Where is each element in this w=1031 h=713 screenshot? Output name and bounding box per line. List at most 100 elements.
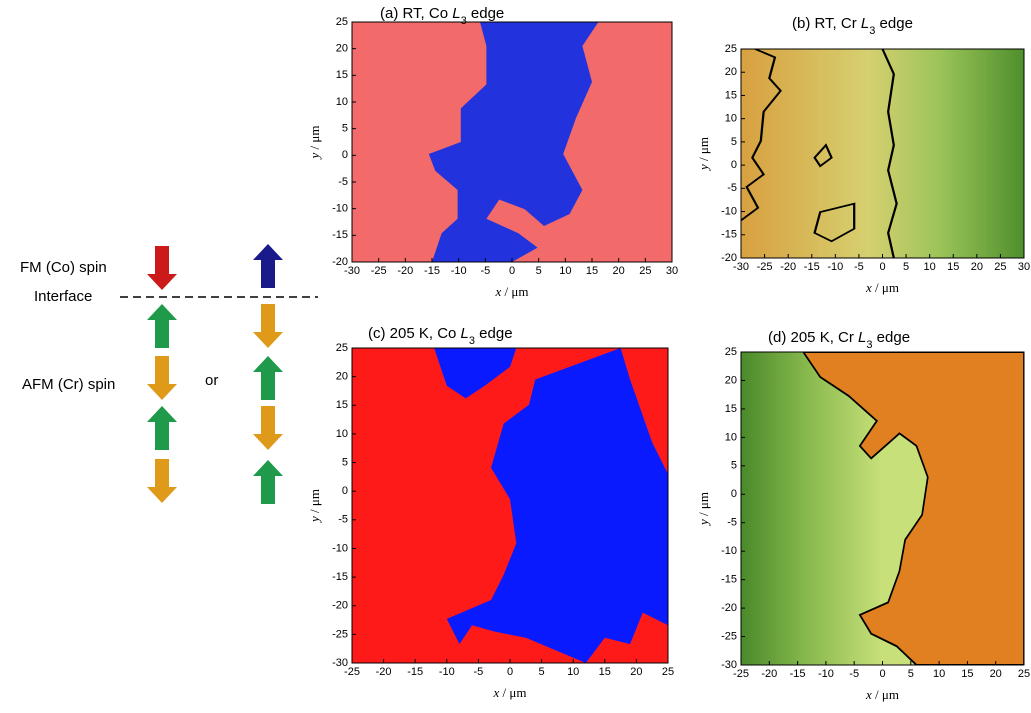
- x-axis-label: x / μm: [495, 284, 529, 299]
- map-image: [741, 49, 1024, 258]
- y-tick-label: -10: [332, 542, 348, 554]
- label-part: / μm: [872, 280, 899, 295]
- title-part: (c) 205 K, Co: [368, 325, 461, 342]
- title-part: L: [461, 325, 469, 342]
- x-tick-label: 0: [879, 668, 885, 680]
- y-tick-label: 10: [336, 96, 348, 108]
- y-tick-label: 20: [725, 374, 737, 386]
- y-tick-label: 20: [725, 66, 737, 78]
- label-part: y: [696, 519, 711, 527]
- y-tick-label: 0: [342, 485, 348, 497]
- spin-diagram: FM (Co) spin Interface AFM (Cr) spin or: [20, 244, 318, 504]
- x-tick-label: -25: [733, 668, 749, 680]
- label-part: / μm: [696, 492, 711, 519]
- map-image: [352, 22, 672, 262]
- y-tick-label: -30: [332, 657, 348, 669]
- x-tick-label: -5: [849, 668, 859, 680]
- x-tick-label: -10: [827, 261, 843, 273]
- y-tick-label: 5: [731, 460, 737, 472]
- x-tick-label: 30: [666, 265, 678, 277]
- title-part: edge: [875, 15, 913, 32]
- title-part: (d) 205 K, Cr: [768, 329, 858, 346]
- y-axis-label: y / μm: [307, 126, 322, 161]
- y-tick-label: -25: [332, 628, 348, 640]
- y-tick-label: -15: [332, 571, 348, 583]
- title-part: 3: [469, 335, 475, 347]
- arrow-down: [147, 356, 177, 400]
- y-tick-label: 20: [336, 43, 348, 55]
- label-part: / μm: [872, 687, 899, 702]
- arrow-up: [253, 460, 283, 504]
- title-part: L: [858, 329, 866, 346]
- y-tick-label: 10: [725, 431, 737, 443]
- arrow-down: [253, 406, 283, 450]
- x-tick-label: -15: [407, 666, 423, 678]
- x-tick-label: 20: [613, 265, 625, 277]
- y-tick-label: 25: [336, 16, 348, 28]
- x-tick-label: 15: [599, 666, 611, 678]
- y-tick-label: 25: [725, 43, 737, 55]
- title-part: edge: [467, 5, 505, 22]
- label-part: x: [493, 685, 500, 700]
- y-tick-label: 0: [731, 159, 737, 171]
- x-tick-label: -5: [474, 666, 484, 678]
- y-tick-label: 10: [336, 428, 348, 440]
- label-part: y: [307, 516, 322, 524]
- label-part: x: [495, 284, 502, 299]
- y-tick-label: -20: [721, 252, 737, 264]
- x-tick-label: -10: [818, 668, 834, 680]
- y-tick-label: -15: [721, 574, 737, 586]
- x-tick-label: 10: [559, 265, 571, 277]
- y-axis-label: y / μm: [696, 492, 711, 527]
- arrow-down: [253, 304, 283, 348]
- label-part: / μm: [501, 284, 528, 299]
- x-axis-label: x / μm: [865, 687, 899, 702]
- y-tick-label: -15: [721, 229, 737, 241]
- y-tick-label: 10: [725, 113, 737, 125]
- title-part: (a) RT, Co: [380, 5, 452, 22]
- y-tick-label: -15: [332, 229, 348, 241]
- label-part: x: [865, 687, 872, 702]
- panel-title: (a) RT, Co L3 edge: [380, 5, 504, 27]
- y-tick-label: 15: [336, 69, 348, 81]
- y-tick-label: -10: [721, 205, 737, 217]
- x-tick-label: 10: [924, 261, 936, 273]
- arrow-down: [147, 459, 177, 503]
- y-tick-label: 5: [342, 456, 348, 468]
- x-tick-label: -20: [761, 668, 777, 680]
- x-tick-label: 15: [586, 265, 598, 277]
- title-part: 3: [461, 15, 467, 27]
- fm-label: FM (Co) spin: [20, 259, 107, 276]
- y-tick-label: -5: [338, 514, 348, 526]
- x-tick-label: 20: [990, 668, 1002, 680]
- panel-title: (c) 205 K, Co L3 edge: [368, 325, 513, 347]
- y-tick-label: -5: [727, 182, 737, 194]
- y-tick-label: -5: [338, 176, 348, 188]
- label-part: x: [865, 280, 872, 295]
- x-tick-label: -20: [780, 261, 796, 273]
- arrow-up: [253, 244, 283, 288]
- x-tick-label: 25: [639, 265, 651, 277]
- x-tick-label: -15: [424, 265, 440, 277]
- label-part: y: [307, 152, 322, 160]
- x-tick-label: -25: [371, 265, 387, 277]
- title-part: (b) RT, Cr: [792, 15, 861, 32]
- x-tick-label: 15: [961, 668, 973, 680]
- x-tick-label: -25: [757, 261, 773, 273]
- x-tick-label: 25: [662, 666, 674, 678]
- label-part: y: [696, 164, 711, 172]
- x-tick-label: -30: [733, 261, 749, 273]
- y-tick-label: -10: [721, 545, 737, 557]
- y-tick-label: 15: [336, 399, 348, 411]
- title-part: 3: [866, 339, 872, 351]
- or-label: or: [205, 372, 218, 389]
- x-tick-label: 0: [507, 666, 513, 678]
- y-tick-label: 20: [336, 371, 348, 383]
- interface-label: Interface: [34, 288, 92, 305]
- y-tick-label: -5: [727, 517, 737, 529]
- x-tick-label: 30: [1018, 261, 1030, 273]
- x-tick-label: 5: [536, 265, 542, 277]
- x-tick-label: 5: [539, 666, 545, 678]
- arrow-down: [147, 246, 177, 290]
